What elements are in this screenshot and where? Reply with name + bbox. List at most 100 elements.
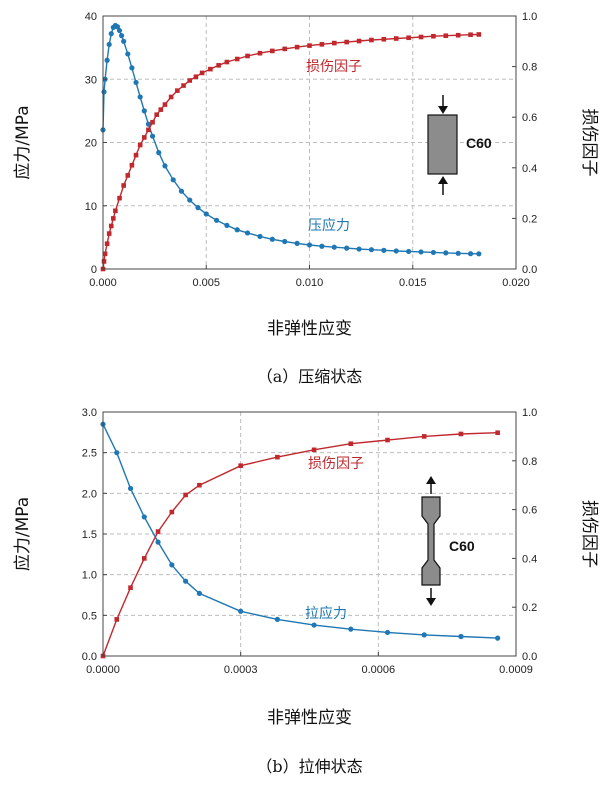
data-point	[476, 251, 482, 257]
data-point	[468, 32, 473, 38]
data-point	[128, 585, 133, 590]
data-point	[175, 88, 180, 93]
x-tick-label: 0.005	[192, 277, 220, 289]
x-tick-label: 0.0000	[86, 664, 120, 676]
data-point	[216, 63, 221, 68]
data-point	[199, 70, 205, 76]
y2-tick-label: 0.2	[522, 213, 537, 225]
data-point	[117, 195, 122, 201]
panel-a-compression: 0.000 0.005 0.010 0.015 0.020 0 10 20 30 40 0.0 0.2…	[13, 11, 599, 386]
series-line-damage	[102, 432, 498, 657]
data-point	[245, 53, 250, 59]
data-point	[169, 562, 175, 568]
data-point	[104, 241, 110, 246]
x-tick-label: 0.020	[502, 277, 530, 289]
data-point	[118, 33, 125, 39]
data-point	[274, 616, 280, 623]
x-axis-label: 非弹性应变	[267, 319, 352, 339]
y2-tick-label: 0.6	[522, 112, 537, 124]
y2-axis-label: 损伤因子	[579, 109, 599, 177]
data-point	[195, 205, 201, 211]
data-point	[141, 514, 147, 520]
y-tick-label: 3.0	[82, 407, 97, 419]
data-point	[116, 27, 123, 34]
series-line-stress	[102, 423, 498, 639]
data-point	[331, 244, 337, 250]
data-point	[208, 66, 213, 72]
data-point	[183, 578, 189, 584]
data-point	[238, 608, 244, 614]
data-point	[101, 259, 107, 264]
data-point	[106, 41, 112, 48]
data-point	[294, 240, 300, 246]
y-tick-label: 2.0	[82, 488, 97, 500]
data-point	[197, 482, 202, 488]
data-point	[344, 39, 349, 45]
data-point	[183, 492, 188, 498]
y-axis-label: 应力/MPa	[13, 105, 33, 179]
data-point	[495, 430, 500, 436]
data-point	[193, 74, 199, 80]
data-point	[421, 434, 427, 439]
data-point	[406, 248, 412, 255]
data-point	[275, 454, 280, 460]
x-tick-label: 0.0009	[499, 664, 533, 676]
data-point	[431, 33, 436, 39]
data-point	[168, 94, 174, 100]
data-point	[368, 247, 375, 253]
data-point	[125, 51, 131, 57]
data-point	[121, 38, 127, 44]
data-point	[169, 509, 175, 515]
data-point	[196, 590, 202, 596]
data-point	[133, 152, 139, 158]
data-point	[455, 32, 461, 38]
y-tick-label: 0	[91, 264, 97, 276]
data-point	[142, 135, 147, 140]
data-point	[467, 251, 474, 257]
data-point	[178, 188, 185, 194]
data-point	[150, 119, 155, 125]
data-point	[129, 65, 135, 71]
data-point	[455, 250, 461, 256]
data-point	[162, 163, 168, 169]
data-point	[154, 112, 159, 117]
y2-tick-label: 0.0	[522, 264, 537, 276]
data-point	[106, 231, 112, 236]
specimen-compression-icon	[427, 95, 458, 195]
data-point	[121, 183, 126, 188]
data-point	[158, 107, 164, 112]
data-point	[319, 42, 325, 47]
data-point	[111, 216, 116, 221]
data-point	[270, 48, 275, 54]
data-point	[269, 236, 275, 242]
y2-tick-label: 0.8	[522, 456, 537, 468]
specimen-label: C60	[449, 538, 475, 554]
data-point	[187, 197, 193, 203]
specimen-label: C60	[466, 135, 492, 151]
data-point	[213, 217, 220, 223]
data-point	[244, 230, 251, 236]
data-point	[443, 250, 449, 256]
series-label-tensile-stress: 拉应力	[305, 605, 347, 622]
data-point	[156, 150, 162, 156]
data-point	[418, 34, 424, 40]
y2-tick-label: 1.0	[522, 11, 537, 23]
y2-tick-label: 0.2	[522, 602, 537, 614]
data-point	[476, 32, 482, 37]
data-point	[282, 238, 288, 245]
data-point	[238, 463, 243, 468]
x-axis-label: 非弹性应变	[267, 708, 352, 728]
data-point	[114, 450, 120, 456]
tick-labels: 0.000 0.005 0.010 0.015 0.020 0 10 20 30 40 0.0 0.2…	[85, 11, 538, 289]
data-point	[129, 162, 135, 168]
data-point	[356, 246, 362, 252]
data-point	[224, 59, 230, 65]
data-point	[348, 441, 354, 447]
y-tick-label: 0.5	[82, 610, 97, 622]
series-label-compressive-stress: 压应力	[308, 217, 350, 234]
data-point	[145, 121, 152, 127]
data-point	[203, 211, 209, 217]
data-point	[369, 37, 374, 43]
data-point	[282, 46, 288, 52]
x-tick-label: 0.010	[296, 277, 324, 289]
